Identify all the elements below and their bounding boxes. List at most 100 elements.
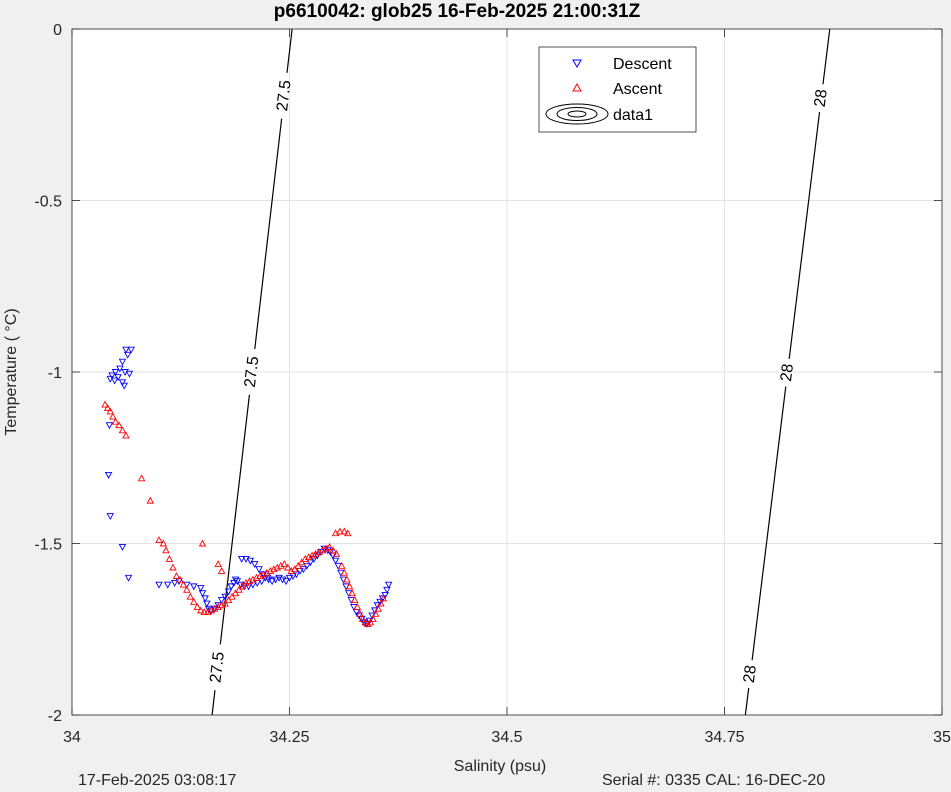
contour-line-28 bbox=[822, 28, 831, 85]
descent-point bbox=[368, 612, 376, 620]
ascent-point bbox=[325, 542, 334, 550]
ascent-point bbox=[379, 594, 388, 602]
ascent-point bbox=[137, 474, 146, 482]
x-tick-label: 34.5 bbox=[491, 729, 522, 746]
ascent-point bbox=[214, 560, 222, 568]
contour-line-28 bbox=[744, 687, 750, 716]
descent-point bbox=[198, 590, 207, 598]
descent-point bbox=[118, 358, 127, 366]
descent-point bbox=[237, 555, 246, 563]
ascent-point bbox=[111, 417, 120, 425]
legend-descent-label: Descent bbox=[613, 56, 672, 73]
y-axis-label: Temperature ( °C) bbox=[3, 308, 20, 435]
ascent-point bbox=[345, 582, 354, 590]
ascent-point bbox=[109, 412, 117, 420]
descent-point bbox=[120, 382, 128, 390]
ascent-point bbox=[329, 546, 337, 554]
legend-contour-icon bbox=[545, 103, 609, 125]
contour-line-27.5 bbox=[286, 28, 293, 73]
descent-point bbox=[203, 600, 211, 608]
contour-label: 28 bbox=[778, 363, 797, 383]
ascent-point bbox=[340, 527, 349, 535]
contour-label: 27.5 bbox=[242, 355, 263, 388]
ascent-point bbox=[377, 599, 385, 607]
descent-point bbox=[217, 597, 226, 605]
ascent-point bbox=[344, 529, 352, 537]
x-axis-label: Salinity (psu) bbox=[454, 758, 546, 775]
ascent-point bbox=[176, 575, 184, 583]
ascent-point bbox=[364, 620, 372, 628]
y-tick-label: -2 bbox=[48, 708, 62, 725]
descent-point bbox=[116, 365, 124, 373]
ascent-point bbox=[340, 568, 349, 576]
ascent-point bbox=[290, 565, 299, 573]
descent-point bbox=[118, 379, 127, 387]
descent-point bbox=[122, 346, 130, 354]
descent-point bbox=[371, 607, 379, 615]
ascent-point bbox=[235, 585, 243, 593]
ascent-point bbox=[186, 592, 195, 600]
ascent-point bbox=[358, 615, 367, 622]
ascent-point bbox=[371, 609, 380, 617]
legend-ascent-marker bbox=[572, 82, 582, 92]
ascent-point bbox=[101, 400, 109, 408]
descent-point bbox=[317, 549, 325, 557]
ascent-point bbox=[238, 582, 247, 590]
ascent-point bbox=[217, 567, 226, 574]
descent-point bbox=[111, 369, 120, 376]
ascent-point bbox=[198, 539, 207, 547]
descent-point bbox=[246, 557, 255, 565]
ascent-point bbox=[172, 572, 181, 580]
y-tick-label: -1.5 bbox=[34, 537, 62, 554]
chart-title: p6610042: glob25 16-Feb-2025 21:00:31Z bbox=[274, 1, 641, 22]
ascent-point bbox=[190, 597, 198, 605]
ascent-point bbox=[280, 560, 289, 568]
ascent-point bbox=[155, 536, 163, 544]
descent-point bbox=[233, 578, 242, 586]
ascent-point bbox=[350, 596, 359, 604]
ascent-point bbox=[106, 407, 115, 415]
descent-point bbox=[201, 595, 209, 603]
descent-point bbox=[384, 581, 393, 589]
descent-point bbox=[285, 574, 294, 582]
y-tick-label: -1 bbox=[48, 365, 62, 382]
descent-point bbox=[114, 374, 122, 382]
ascent-point bbox=[159, 539, 168, 547]
legend-box bbox=[538, 46, 697, 133]
descent-point bbox=[105, 422, 114, 430]
ascent-point bbox=[332, 549, 341, 557]
x-tick-label: 34 bbox=[63, 729, 81, 746]
ascent-point bbox=[284, 563, 292, 571]
ascent-point bbox=[356, 609, 364, 617]
descent-point bbox=[108, 372, 116, 380]
descent-point bbox=[106, 513, 115, 520]
descent-point bbox=[271, 576, 280, 584]
descent-point bbox=[255, 566, 263, 574]
ascent-point bbox=[336, 527, 344, 535]
descent-point bbox=[331, 557, 340, 565]
descent-point bbox=[250, 561, 259, 569]
ascent-point bbox=[228, 592, 236, 600]
y-tick-label: -0.5 bbox=[34, 194, 62, 211]
legend-ascent-label: Ascent bbox=[613, 81, 662, 98]
data-series bbox=[101, 346, 393, 629]
ascent-point bbox=[162, 546, 170, 554]
descent-point bbox=[227, 583, 235, 591]
x-tick-label: 35 bbox=[933, 729, 951, 746]
descent-point bbox=[163, 581, 172, 589]
descent-point bbox=[224, 588, 233, 596]
descent-point bbox=[299, 566, 308, 574]
ascent-point bbox=[115, 421, 123, 429]
legend: Descent Ascent data1 bbox=[538, 46, 697, 133]
descent-point bbox=[363, 621, 371, 629]
x-tick-label: 34.25 bbox=[269, 729, 309, 746]
descent-point bbox=[378, 595, 387, 603]
ascent-point bbox=[294, 561, 302, 569]
ascent-point bbox=[224, 596, 233, 604]
descent-point bbox=[231, 576, 240, 584]
contour-label: 28 bbox=[741, 664, 760, 684]
descent-point bbox=[125, 370, 134, 378]
legend-descent-marker bbox=[572, 59, 582, 69]
ascent-point bbox=[169, 563, 177, 571]
descent-point bbox=[170, 579, 179, 587]
